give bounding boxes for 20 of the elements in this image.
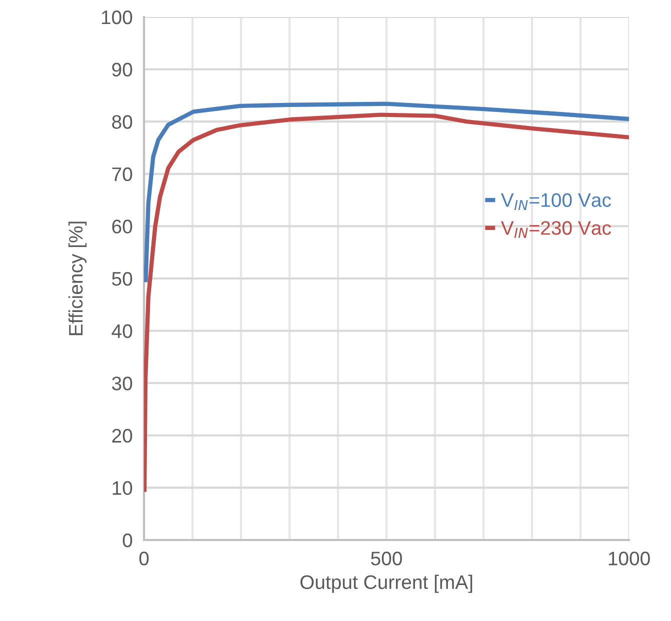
y-tick-label: 10	[112, 481, 132, 495]
y-tick-label: 50	[112, 272, 132, 286]
y-tick-label: 90	[112, 62, 132, 77]
y-tick-label: 40	[112, 324, 132, 338]
y-tick-label: 30	[112, 376, 132, 390]
x-tick-label: 0	[139, 552, 149, 566]
y-tick-label: 60	[112, 220, 132, 234]
y-axis-title: Efficiency [%]	[68, 222, 87, 336]
x-axis-title: Output Current [mA]	[300, 574, 472, 593]
legend-label: V$_{IN}$=100 Vac	[500, 193, 611, 210]
line-series	[144, 102, 629, 282]
y-tick-label: 80	[112, 115, 132, 129]
y-tick-label: 20	[112, 428, 132, 443]
line-series	[144, 112, 629, 492]
legend-label: V$_{IN}$=230 Vac	[500, 221, 611, 238]
x-tick-label: 500	[371, 552, 402, 566]
y-tick-label: 0	[122, 533, 132, 548]
x-tick-label: 1000	[608, 552, 650, 566]
y-tick-label: 70	[112, 167, 132, 182]
y-tick-label: 100	[102, 10, 132, 24]
